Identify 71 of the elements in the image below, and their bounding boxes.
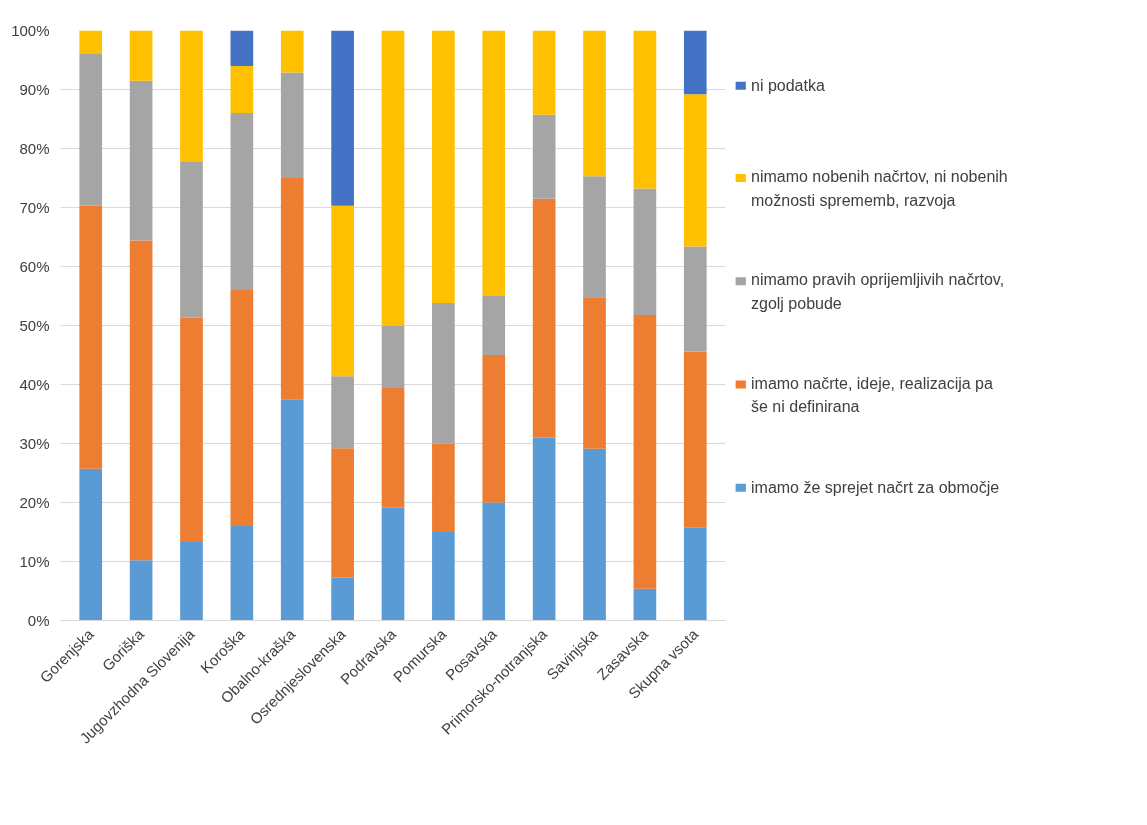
bar: [331, 577, 354, 621]
bar: [381, 507, 405, 621]
bar: [331, 30, 354, 206]
bar: [180, 542, 203, 621]
bar: [280, 72, 304, 178]
bar: [482, 355, 506, 503]
bar: [79, 205, 103, 469]
bar: [532, 114, 556, 199]
bar: [280, 30, 304, 73]
bar: [230, 526, 254, 621]
bar: [381, 388, 405, 508]
bar: [180, 317, 203, 543]
legend-label: ni podatka: [751, 77, 825, 95]
bar: [381, 325, 405, 389]
bar: [683, 351, 707, 528]
bar: [583, 176, 606, 298]
bar: [331, 448, 354, 578]
bar: [532, 30, 556, 115]
bar: [482, 296, 506, 355]
y-tick-label: 50%: [19, 317, 50, 334]
bar: [532, 198, 556, 438]
y-tick-label: 0%: [27, 612, 50, 629]
bar: [280, 178, 304, 400]
bar: [129, 30, 153, 81]
bar: [683, 94, 707, 247]
bar: [683, 527, 707, 621]
bar: [381, 30, 405, 326]
y-tick-label: 90%: [19, 81, 50, 98]
y-tick-label: 10%: [19, 553, 50, 570]
bar: [633, 314, 657, 589]
bar: [129, 240, 153, 561]
bar: [79, 468, 103, 621]
y-tick-label: 60%: [19, 258, 50, 275]
bar: [79, 30, 103, 55]
bar: [583, 297, 606, 449]
legend-label: imamo načrte, ideje, realizacija pa še ni definirana: [751, 374, 993, 416]
bar: [331, 205, 354, 377]
bar: [230, 113, 254, 291]
y-tick-label: 100%: [11, 22, 50, 39]
bar: [280, 399, 304, 621]
bar: [633, 188, 657, 315]
bar: [583, 448, 606, 621]
bar: [482, 502, 506, 621]
bar: [432, 443, 455, 532]
bar: [432, 30, 455, 304]
legend-label: imamo že sprejet načrt za območje: [751, 479, 1000, 497]
bar: [482, 30, 506, 296]
y-tick-label: 40%: [19, 376, 50, 393]
bar: [180, 30, 203, 163]
bar: [683, 246, 707, 352]
y-tick-label: 70%: [19, 199, 50, 216]
y-tick-label: 20%: [19, 494, 50, 511]
bar: [432, 532, 455, 621]
bar: [230, 30, 254, 66]
legend-label: nimamo nobenih načrtov, ni nobenih možnosti sprememb, razvoja: [751, 168, 1008, 209]
bar: [230, 65, 254, 114]
bar: [583, 30, 606, 177]
bar: [180, 162, 203, 318]
bar: [432, 303, 455, 444]
bar: [532, 437, 556, 621]
legend-label: nimamo pravih oprijemljivih načrtov, zgolj pobude: [751, 271, 1005, 313]
y-tick-label: 30%: [19, 435, 50, 452]
bar: [129, 560, 153, 621]
bar: [129, 80, 153, 241]
bar: [633, 30, 657, 189]
bar: [79, 54, 103, 206]
bar: [683, 30, 707, 95]
y-tick-label: 80%: [19, 140, 50, 157]
bar: [230, 290, 254, 527]
bar: [331, 376, 354, 449]
bar: [633, 588, 657, 621]
